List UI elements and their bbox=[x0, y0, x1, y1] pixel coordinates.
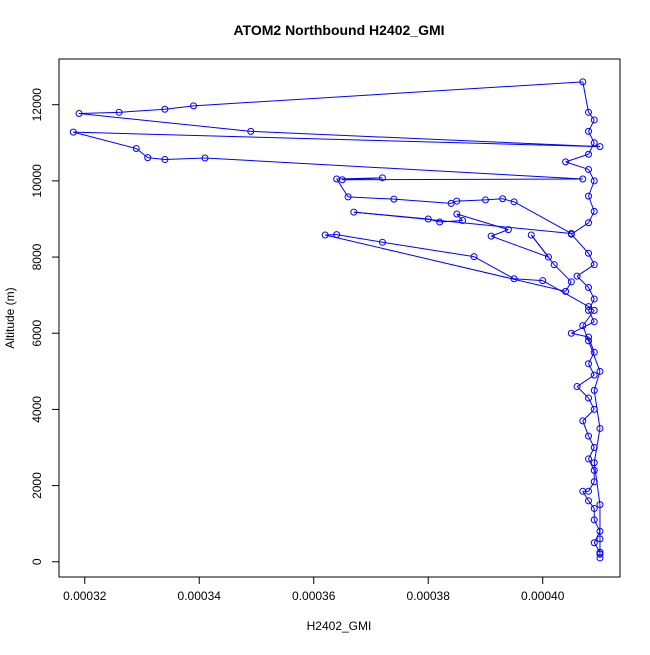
y-axis-label: Altitude (m) bbox=[3, 287, 17, 348]
x-tick-label: 0.00034 bbox=[178, 589, 222, 603]
x-tick-label: 0.00032 bbox=[63, 589, 107, 603]
y-tick-label: 4000 bbox=[30, 396, 44, 423]
chart-title: ATOM2 Northbound H2402_GMI bbox=[233, 22, 444, 38]
x-tick-label: 0.00036 bbox=[292, 589, 336, 603]
x-tick-label: 0.00038 bbox=[407, 589, 451, 603]
y-tick-label: 8000 bbox=[30, 243, 44, 270]
y-tick-label: 2000 bbox=[30, 472, 44, 499]
y-tick-label: 10000 bbox=[30, 164, 44, 198]
x-tick-label: 0.00040 bbox=[521, 589, 565, 603]
y-tick-label: 0 bbox=[30, 558, 44, 565]
y-tick-label: 12000 bbox=[30, 88, 44, 122]
x-axis-label: H2402_GMI bbox=[307, 619, 372, 633]
y-tick-label: 6000 bbox=[30, 320, 44, 347]
